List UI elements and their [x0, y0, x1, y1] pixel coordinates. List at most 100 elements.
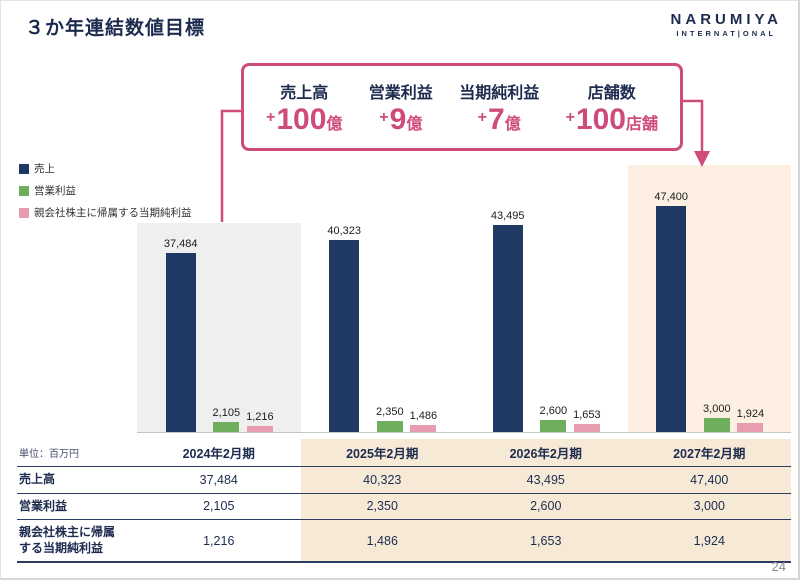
metric-unit: 億	[504, 115, 521, 133]
callout-metric: 売上高 +100億	[266, 79, 342, 136]
callout-metric-label: 店舗数	[587, 84, 636, 102]
plus-sign: +	[477, 108, 488, 126]
callout-metric-value: +7億	[459, 104, 539, 136]
bar-column: 2,105	[212, 407, 241, 432]
bar-value-label: 43,495	[490, 210, 525, 222]
bar-value-label: 47,400	[654, 191, 689, 203]
legend-swatch	[19, 163, 29, 174]
table-row: 売上高 37,484 40,323 43,495 47,400	[17, 467, 791, 494]
table-column-header: 2026年2月期	[464, 439, 628, 466]
row-label: 売上高	[19, 472, 56, 486]
bar-net-profit	[410, 425, 437, 432]
connector-line-right	[683, 99, 704, 152]
bar-value-label: 1,653	[573, 409, 601, 421]
callout-metric: 営業利益 +9億	[369, 79, 433, 136]
metric-number: 7	[488, 102, 505, 136]
table-cell: 2,350	[300, 493, 464, 520]
bar-value-label: 3,000	[703, 403, 731, 415]
bar-column: 1,216	[246, 411, 274, 432]
legend-item: 親会社株主に帰属する当期純利益	[19, 205, 192, 220]
bar-net-profit	[246, 426, 273, 432]
table-cell: 47,400	[627, 467, 791, 493]
bar-operating-profit	[703, 418, 730, 432]
bar-column: 1,924	[736, 408, 765, 432]
legend-label: 親会社株主に帰属する当期純利益	[34, 207, 192, 219]
bar-operating-profit	[376, 421, 403, 432]
row-label: 営業利益	[19, 498, 68, 513]
table-cell: 37,484	[199, 472, 238, 487]
plus-sign: +	[266, 108, 276, 126]
legend-swatch	[19, 207, 29, 218]
bar-operating-profit	[213, 422, 240, 432]
metric-number: 9	[389, 102, 407, 136]
plus-sign: +	[379, 108, 389, 126]
table-cell: 2,600	[464, 493, 628, 520]
bar-sales	[329, 240, 360, 432]
metric-unit: 億	[406, 115, 423, 133]
table-cell: 1,924	[627, 520, 791, 562]
table-cell: 3,000	[627, 493, 791, 520]
table-column-header: 2027年2月期	[627, 439, 791, 466]
callout-metric: 店舗数 +100店舗	[566, 79, 658, 136]
bar-value-label: 1,216	[246, 411, 274, 423]
chart-baseline	[137, 432, 791, 433]
legend-label: 売上	[34, 163, 55, 175]
page-number: 24	[771, 559, 786, 574]
table-cell: 1,216	[203, 533, 235, 548]
callout-metric-value: +100億	[266, 104, 342, 136]
unit-label: 単位：百万円	[19, 449, 79, 460]
bar-value-label: 1,924	[736, 408, 765, 420]
bar-column: 1,653	[573, 409, 601, 432]
bar-operating-profit	[540, 420, 567, 432]
table-cell: 40,323	[300, 467, 464, 493]
company-logo: NARUMIYA INTERNAT|ONAL	[671, 11, 782, 38]
metric-unit: 億	[326, 115, 343, 133]
plus-sign: +	[565, 108, 575, 126]
bar-net-profit	[737, 423, 764, 432]
table-row: 営業利益 2,105 2,350 2,600 3,000	[17, 493, 791, 521]
row-label: 親会社株主に帰属 する当期純利益	[19, 525, 116, 555]
bar-value-label: 40,323	[327, 225, 362, 237]
bar-group: 47,400 3,000 1,924	[649, 191, 769, 432]
targets-callout-box: 売上高 +100億 営業利益 +9億 当期純利益 +7億 店舗数 +100店舗	[241, 63, 683, 151]
table-cell: 1,653	[464, 520, 628, 562]
category-highlight	[627, 165, 791, 433]
metric-unit: 店舗	[625, 115, 658, 133]
bar-chart: 売上営業利益親会社株主に帰属する当期純利益 37,484 2,105 1,216 40…	[17, 151, 791, 433]
bar-column: 3,000	[703, 403, 731, 432]
table-header-row: 単位：百万円 2024年2月期 2025年2月期 2026年2月期 2027年2月期	[17, 439, 791, 467]
page-title: ３か年連結数値目標	[25, 18, 206, 39]
legend-label: 営業利益	[34, 185, 76, 197]
callout-metric-label: 営業利益	[368, 84, 433, 102]
table-cell: 43,495	[464, 467, 628, 493]
bar-group: 43,495 2,600 1,653	[486, 210, 606, 432]
bar-sales	[492, 225, 523, 432]
bar-sales	[656, 206, 687, 432]
bar-value-label: 2,105	[212, 407, 241, 419]
legend-item: 売上	[19, 161, 192, 176]
results-table: 単位：百万円 2024年2月期 2025年2月期 2026年2月期 2027年2月期 売上…	[17, 439, 791, 564]
callout-metric-label: 売上高	[280, 84, 329, 102]
metric-number: 100	[575, 102, 626, 136]
bar-column: 40,323	[327, 225, 361, 432]
table-column-header: 2024年2月期	[182, 447, 255, 461]
bar-column: 2,600	[539, 405, 568, 432]
table-cell: 2,105	[203, 499, 235, 514]
bar-column: 43,495	[491, 210, 525, 432]
logo-line1: NARUMIYA	[670, 11, 782, 28]
chart-legend: 売上営業利益親会社株主に帰属する当期純利益	[19, 161, 192, 227]
bar-net-profit	[573, 424, 600, 432]
bar-value-label: 2,350	[376, 406, 404, 418]
bar-value-label: 1,486	[409, 410, 438, 422]
legend-item: 営業利益	[19, 183, 192, 198]
callout-metric-value: +100店舗	[566, 104, 658, 136]
bar-value-label: 37,484	[163, 238, 198, 250]
bar-column: 47,400	[654, 191, 688, 432]
table-column-header: 2025年2月期	[300, 439, 464, 466]
bar-value-label: 2,600	[539, 405, 568, 417]
bar-column: 37,484	[164, 238, 198, 432]
table-cell: 1,486	[300, 520, 464, 562]
category-highlight	[137, 223, 301, 433]
bar-group: 40,323 2,350 1,486	[322, 225, 442, 432]
